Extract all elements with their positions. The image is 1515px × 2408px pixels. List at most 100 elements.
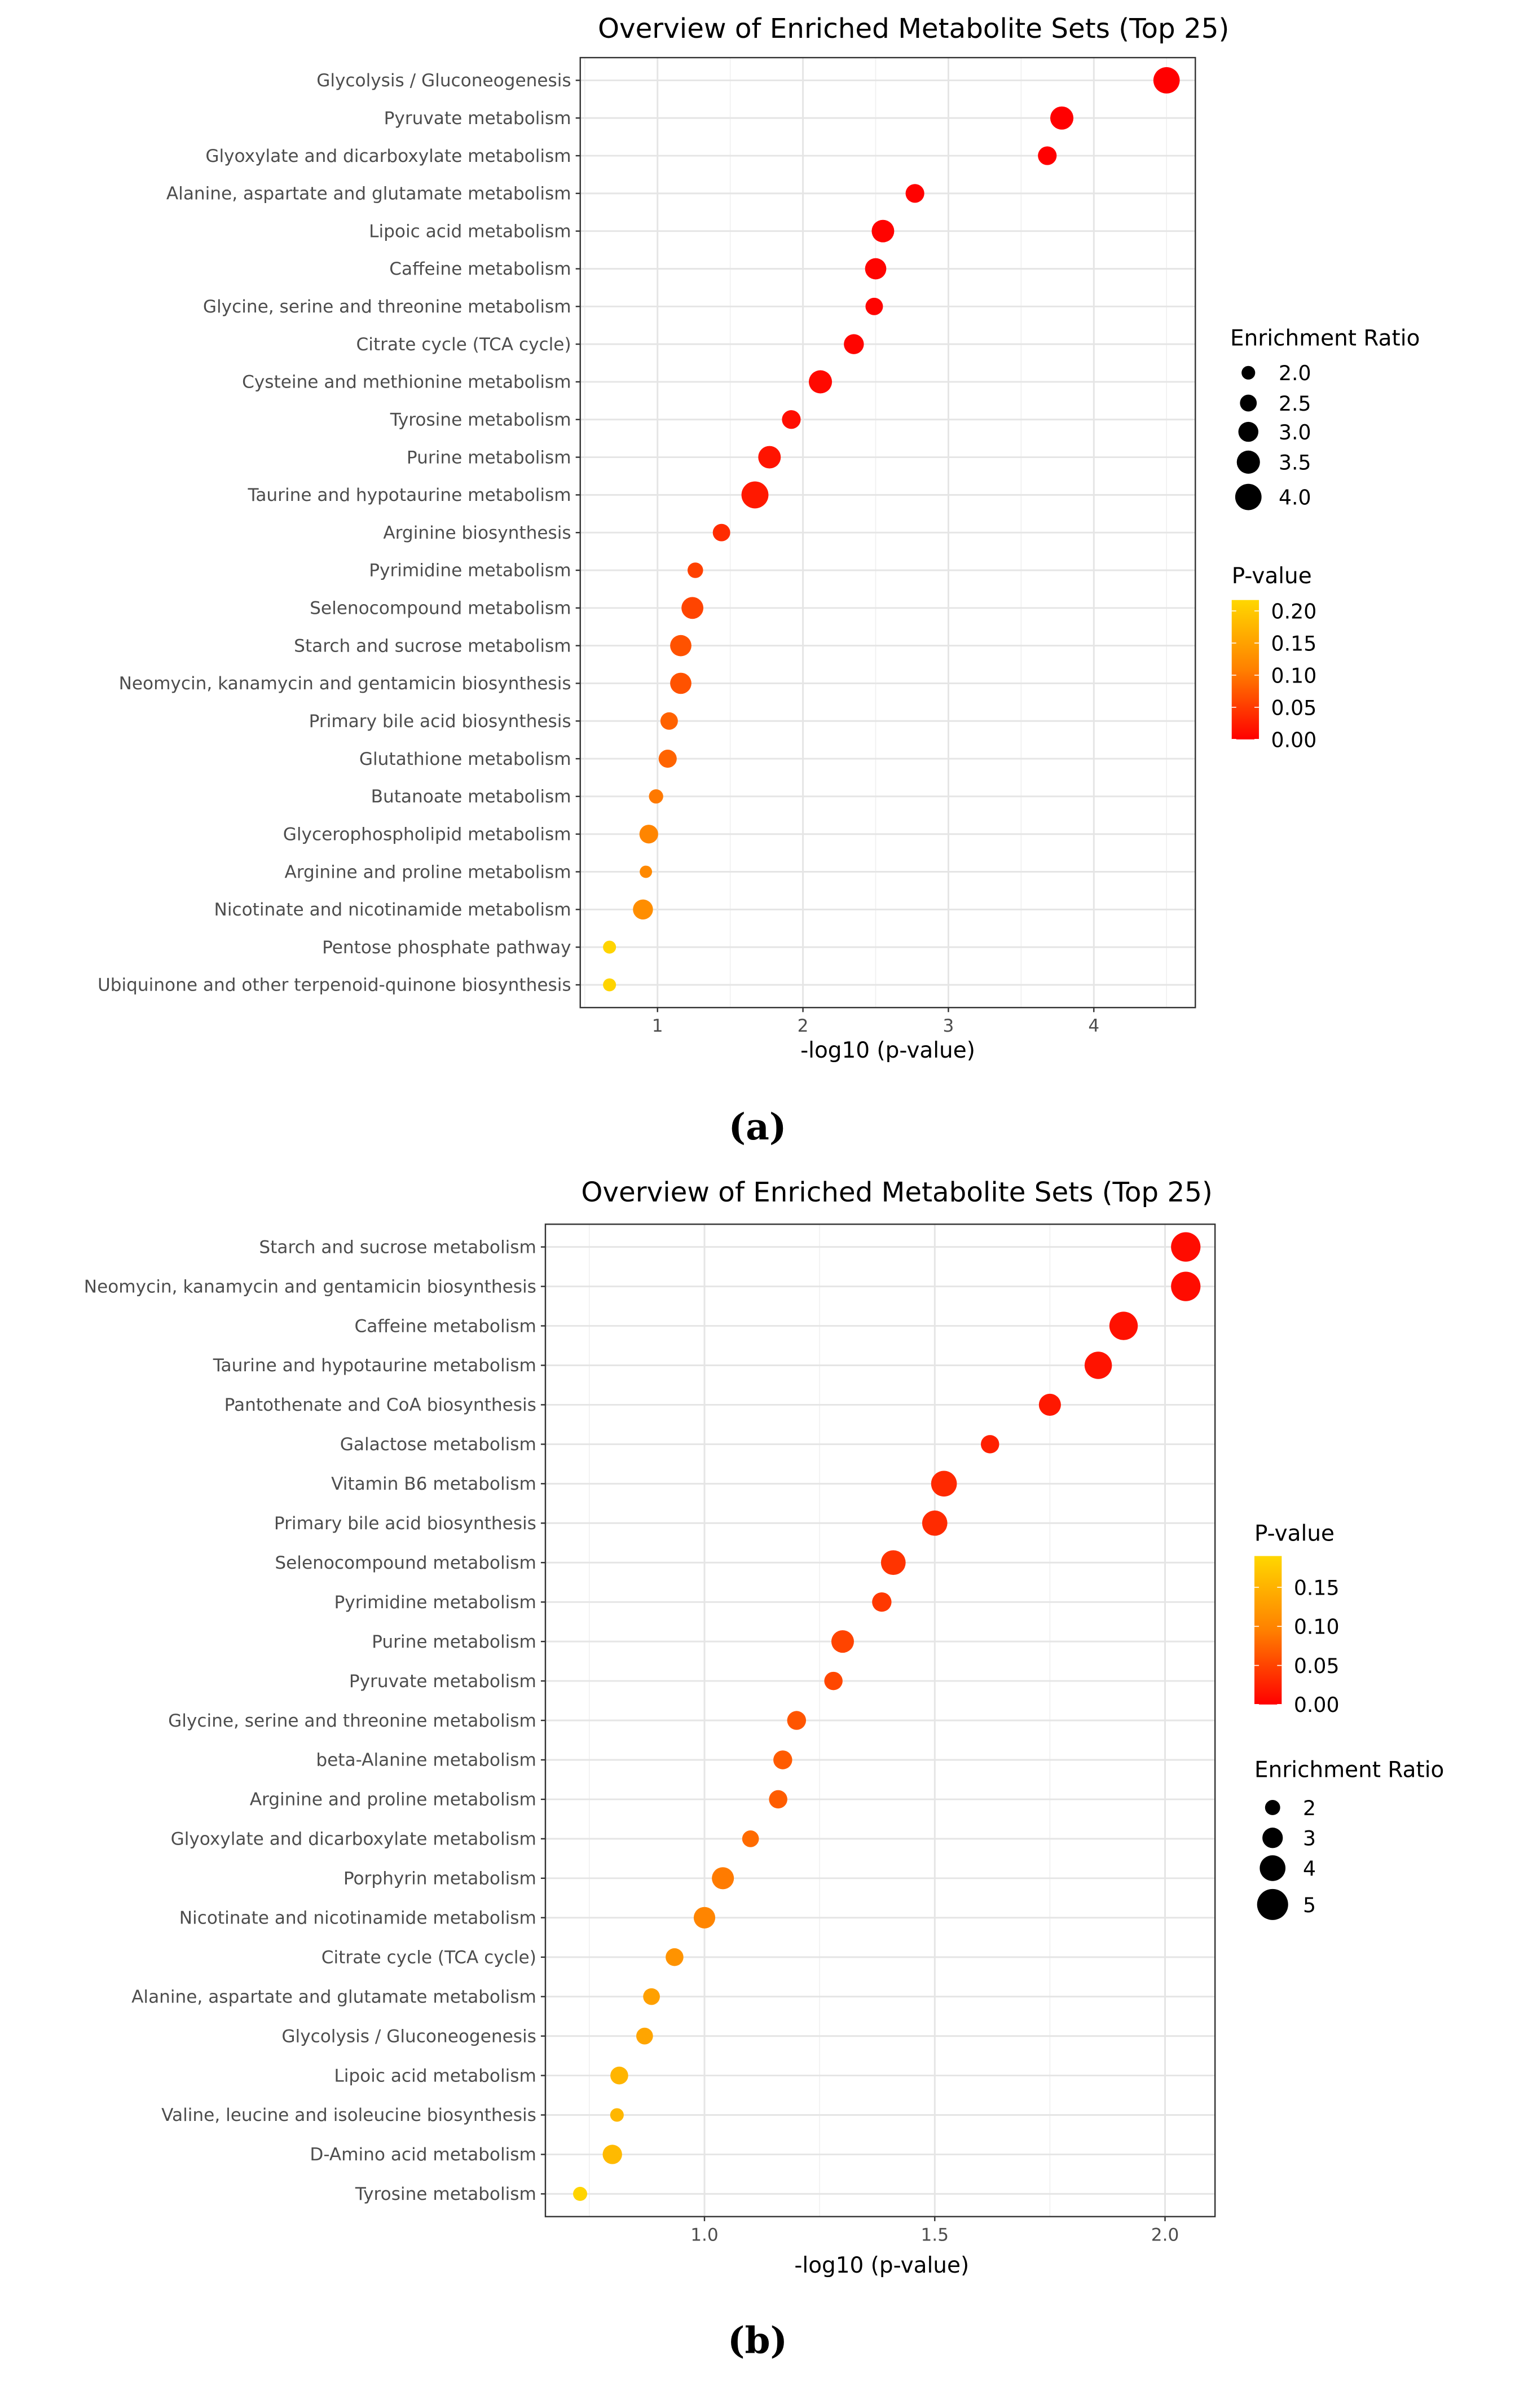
data-point — [980, 1435, 999, 1454]
x-tick-label: 1 — [652, 1016, 663, 1036]
data-point — [844, 334, 864, 354]
data-point — [640, 865, 653, 878]
color-legend: P-value 0.20 0.15 0.10 0.05 0.00 — [1231, 564, 1317, 752]
size-legend-key — [1238, 421, 1258, 442]
y-category-label: Tyrosine metabolism — [390, 410, 571, 430]
y-category-label: Pantothenate and CoA biosynthesis — [224, 1395, 536, 1415]
data-point — [1171, 1271, 1201, 1301]
color-legend: P-value 0.15 0.10 0.05 0.00 — [1254, 1521, 1340, 1717]
x-axis-title: -log10 (p-value) — [800, 1038, 975, 1063]
y-category-label: Taurine and hypotaurine metabolism — [213, 1355, 536, 1376]
data-point — [649, 789, 663, 804]
y-category-label: Purine metabolism — [372, 1632, 536, 1652]
size-legend-label: 2 — [1303, 1796, 1316, 1820]
colorbar — [1254, 1556, 1282, 1705]
data-point — [687, 562, 703, 578]
chart-panel-a: Overview of Enriched Metabolite Sets (To… — [98, 13, 1420, 1148]
size-legend-title: Enrichment Ratio — [1230, 325, 1420, 351]
data-point — [880, 1550, 906, 1575]
size-legend-key — [1235, 483, 1262, 510]
y-category-label: Pyrimidine metabolism — [334, 1592, 536, 1613]
y-category-label: Glutathione metabolism — [359, 749, 571, 769]
y-category-label: Starch and sucrose metabolism — [294, 636, 571, 656]
colorbar-label: 0.15 — [1294, 1575, 1340, 1600]
y-category-label: Selenocompound metabolism — [310, 598, 571, 619]
y-category-label: Tyrosine metabolism — [355, 2184, 536, 2204]
plot-border — [579, 56, 1196, 1009]
data-point — [865, 297, 883, 315]
y-category-label: Citrate cycle (TCA cycle) — [356, 334, 571, 355]
y-category-label: Glyoxylate and dicarboxylate metabolism — [171, 1829, 536, 1850]
y-category-label: Glycolysis / Gluconeogenesis — [281, 2026, 536, 2046]
data-point — [636, 2027, 653, 2045]
y-category-label: Pentose phosphate pathway — [322, 937, 571, 958]
y-category-label: Taurine and hypotaurine metabolism — [247, 485, 571, 505]
y-category-label: Pyrimidine metabolism — [369, 561, 571, 581]
data-point — [922, 1510, 948, 1536]
data-point — [1050, 106, 1074, 130]
y-category-label: Butanoate metabolism — [371, 787, 571, 807]
data-point — [787, 1711, 807, 1730]
size-legend-title: Enrichment Ratio — [1254, 1758, 1444, 1783]
y-category-label: Pyruvate metabolism — [384, 108, 571, 129]
colorbar-label: 0.05 — [1294, 1654, 1340, 1678]
y-category-label: Arginine and proline metabolism — [250, 1790, 536, 1810]
data-point — [742, 1830, 759, 1847]
chart-panel-b: Overview of Enriched Metabolite Sets (To… — [84, 1177, 1444, 2362]
y-category-label: Citrate cycle (TCA cycle) — [322, 1947, 536, 1967]
colorbar-label: 0.15 — [1271, 631, 1317, 655]
y-category-label: Caffeine metabolism — [389, 259, 571, 279]
y-category-label: Glycolysis / Gluconeogenesis — [316, 71, 571, 91]
data-point — [712, 1867, 734, 1890]
x-tick-label: 4 — [1088, 1016, 1099, 1036]
x-tick-label: 1.5 — [921, 2225, 949, 2246]
colorbar-label: 0.10 — [1294, 1615, 1340, 1639]
data-point — [871, 219, 895, 243]
y-category-label: Primary bile acid biosynthesis — [309, 711, 571, 732]
y-category-label: Primary bile acid biosynthesis — [274, 1513, 536, 1534]
color-legend-title: P-value — [1232, 564, 1312, 589]
size-legend-label: 5 — [1303, 1893, 1316, 1917]
y-category-label: Alanine, aspartate and glutamate metabol… — [166, 184, 571, 204]
size-legend-key — [1257, 1888, 1288, 1920]
size-legend-key — [1265, 1800, 1280, 1815]
data-point — [872, 1592, 892, 1612]
data-point — [602, 2145, 622, 2164]
x-tick-label: 2.0 — [1151, 2225, 1179, 2246]
y-category-label: Neomycin, kanamycin and gentamicin biosy… — [84, 1276, 536, 1297]
data-point — [610, 2108, 624, 2122]
data-point — [905, 184, 924, 203]
size-legend-label: 3.5 — [1279, 451, 1311, 475]
data-point — [670, 672, 692, 694]
colorbar-label: 0.10 — [1271, 663, 1317, 688]
data-point — [931, 1471, 957, 1497]
data-point — [1038, 146, 1057, 165]
y-category-label: Selenocompound metabolism — [275, 1553, 536, 1573]
x-tick-label: 3 — [943, 1016, 954, 1036]
data-point — [658, 750, 677, 768]
size-legend-label: 4 — [1303, 1856, 1316, 1881]
data-point — [610, 2066, 628, 2085]
size-legend-label: 2.5 — [1279, 391, 1311, 416]
y-category-label: Glyoxylate and dicarboxylate metabolism — [205, 146, 571, 166]
size-legend-key — [1262, 1828, 1283, 1848]
data-point — [603, 978, 616, 992]
size-legend-label: 4.0 — [1279, 486, 1311, 510]
data-point — [693, 1907, 716, 1929]
data-point — [660, 712, 678, 730]
y-category-label: Cysteine and methionine metabolism — [242, 372, 571, 393]
color-legend-title: P-value — [1254, 1521, 1335, 1547]
chart-title: Overview of Enriched Metabolite Sets (To… — [598, 13, 1229, 45]
data-point — [808, 370, 833, 394]
y-category-label: beta-Alanine metabolism — [316, 1750, 536, 1771]
y-category-label: Porphyrin metabolism — [343, 1869, 536, 1889]
y-category-label: Starch and sucrose metabolism — [259, 1237, 536, 1257]
size-legend-key — [1240, 394, 1257, 412]
data-point — [741, 481, 769, 509]
data-point — [865, 258, 887, 280]
colorbar — [1231, 600, 1259, 739]
size-legend-label: 2.0 — [1279, 361, 1311, 385]
data-point — [1084, 1352, 1112, 1379]
y-category-label: Neomycin, kanamycin and gentamicin biosy… — [119, 673, 571, 694]
colorbar-label: 0.00 — [1271, 728, 1317, 752]
